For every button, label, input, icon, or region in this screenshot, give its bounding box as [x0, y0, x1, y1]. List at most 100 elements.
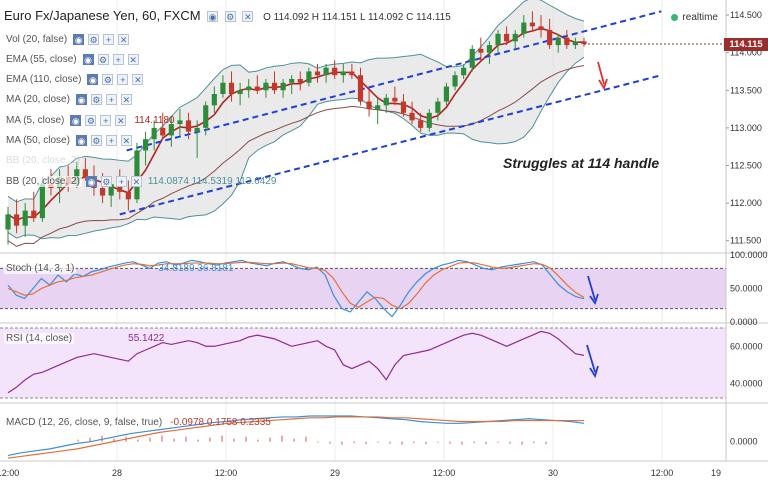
legend-ema55[interactable]: EMA (55, close) ◉ ⚙ + ✕: [4, 54, 139, 65]
settings-icon[interactable]: ⚙: [100, 176, 112, 187]
legend-stoch-values: 34.8189 36.8181: [158, 263, 234, 274]
eye-icon[interactable]: ◉: [82, 54, 94, 65]
legend-vol[interactable]: Vol (20, false) ◉ ⚙ + ✕: [4, 34, 130, 45]
legend-bb-values: 114.0874 114.5319 113.6429: [147, 176, 277, 187]
legend-stoch[interactable]: Stoch (14, 3, 1) 34.8189 36.8181: [4, 263, 233, 274]
legend-ma5[interactable]: MA (5, close) ◉ ⚙ + ✕ 114.1180: [4, 115, 175, 126]
settings-icon[interactable]: ⚙: [97, 54, 109, 65]
settings-icon[interactable]: ⚙: [102, 74, 114, 85]
candle-body: [529, 22, 535, 27]
time-axis-tick-label: 28: [112, 468, 122, 478]
eye-icon[interactable]: ◉: [87, 74, 99, 85]
legend-ma50-label: MA (50, close): [4, 135, 72, 146]
settings-icon[interactable]: ⚙: [85, 115, 97, 126]
price-axis-tick-label: 113.000: [730, 123, 762, 133]
add-icon[interactable]: +: [100, 115, 112, 126]
time-axis-tick-label: 30: [548, 468, 558, 478]
candle-body: [203, 105, 209, 128]
add-icon[interactable]: +: [105, 94, 117, 105]
eye-icon[interactable]: ◉: [70, 115, 82, 126]
price-axis-tick-label: 114.000: [730, 48, 762, 58]
candle-body: [228, 82, 235, 95]
upper-channel-line: [126, 10, 662, 152]
legend-ma20-label: MA (20, close): [4, 94, 72, 105]
legend-macd-label: MACD (12, 26, close, 9, false, true): [4, 417, 165, 428]
chart-annotation: Struggles at 114 handle: [503, 155, 660, 171]
close-icon[interactable]: ✕: [120, 94, 132, 105]
price-axis-tick-label: 113.500: [730, 85, 762, 95]
candle-body: [22, 210, 28, 226]
price-arrow-shaft: [597, 61, 605, 85]
close-icon[interactable]: ✕: [118, 34, 130, 45]
add-icon[interactable]: +: [103, 34, 115, 45]
candle-body: [452, 75, 458, 87]
legend-ma20[interactable]: MA (20, close) ◉ ⚙ + ✕: [4, 94, 132, 105]
add-icon[interactable]: +: [115, 176, 127, 187]
candle-body: [332, 67, 338, 76]
candle-body: [426, 112, 432, 128]
legend-stoch-label: Stoch (14, 3, 1): [4, 263, 77, 274]
settings-icon[interactable]: ⚙: [90, 94, 102, 105]
candle-body: [443, 86, 450, 102]
close-icon[interactable]: ✕: [132, 74, 144, 85]
legend-macd[interactable]: MACD (12, 26, close, 9, false, true) -0.…: [4, 417, 271, 428]
settings-icon[interactable]: ⚙: [90, 135, 102, 146]
bollinger-upper-line: [7, 0, 585, 203]
close-icon[interactable]: ✕: [120, 135, 132, 146]
status-dot-icon: [671, 14, 679, 21]
candle-body: [151, 127, 157, 140]
candle-body: [366, 101, 372, 110]
settings-icon[interactable]: ⚙: [224, 11, 236, 22]
settings-icon[interactable]: ⚙: [88, 34, 100, 45]
candle-body: [211, 94, 217, 106]
add-icon[interactable]: +: [117, 74, 129, 85]
close-icon[interactable]: ✕: [242, 11, 254, 22]
legend-ema110-label: EMA (110, close): [4, 74, 84, 85]
add-icon[interactable]: +: [105, 135, 117, 146]
candle-body: [323, 67, 329, 76]
candle-body: [495, 33, 501, 46]
candle-body: [340, 71, 346, 76]
eye-icon[interactable]: ◉: [75, 94, 87, 105]
time-axis-tick-label: 12:00: [651, 468, 674, 478]
candle-body: [297, 78, 303, 83]
eye-icon[interactable]: ◉: [75, 135, 87, 146]
price-arrow-head: [598, 78, 608, 91]
rsi-band: [0, 328, 726, 398]
stoch-d-line: [7, 261, 585, 310]
legend-bb[interactable]: BB (20, close, 2) ◉ ⚙ + ✕ 114.0874 114.5319…: [4, 176, 276, 187]
candle-body: [314, 71, 321, 76]
eye-icon[interactable]: ◉: [85, 176, 97, 187]
candle-body: [160, 127, 166, 136]
rsi-axis-tick-label: 60.0000: [730, 341, 763, 351]
candle-body: [142, 139, 149, 151]
legend-ma50[interactable]: MA (50, close) ◉ ⚙ + ✕: [4, 135, 132, 146]
candle-body: [435, 101, 441, 113]
eye-icon[interactable]: ◉: [73, 34, 85, 45]
candle-body: [117, 184, 123, 192]
stoch-axis-tick-label: 100.0000: [730, 250, 768, 260]
bollinger-band-fill: [8, 0, 584, 239]
add-icon[interactable]: +: [112, 54, 124, 65]
price-axis-tick-label: 112.500: [730, 160, 762, 170]
candle-body: [504, 33, 510, 42]
stoch-axis-tick-label: 50.0000: [730, 284, 763, 294]
rsi-arrow-head: [589, 365, 599, 379]
close-icon[interactable]: ✕: [130, 176, 142, 187]
time-axis-tick-label: 29: [330, 468, 340, 478]
close-icon[interactable]: ✕: [115, 115, 127, 126]
legend-ma5-value: 114.1180: [134, 115, 175, 126]
legend-bb-hidden[interactable]: BB (20, close, 2): [4, 155, 82, 166]
close-icon[interactable]: ✕: [127, 54, 139, 65]
lower-channel-line: [119, 74, 662, 216]
eye-icon[interactable]: ◉: [207, 11, 219, 22]
legend-ema55-label: EMA (55, close): [4, 54, 79, 65]
legend-ema110[interactable]: EMA (110, close) ◉ ⚙ + ✕: [4, 74, 144, 85]
candle-body: [177, 120, 183, 125]
legend-rsi[interactable]: RSI (14, close) 55.1422: [4, 333, 164, 344]
legend-vol-label: Vol (20, false): [4, 34, 70, 45]
ohlc-values: O 114.092 H 114.151 L 114.092 C 114.115: [263, 12, 451, 23]
candle-body: [521, 22, 527, 34]
stoch-arrow-head: [589, 293, 599, 305]
